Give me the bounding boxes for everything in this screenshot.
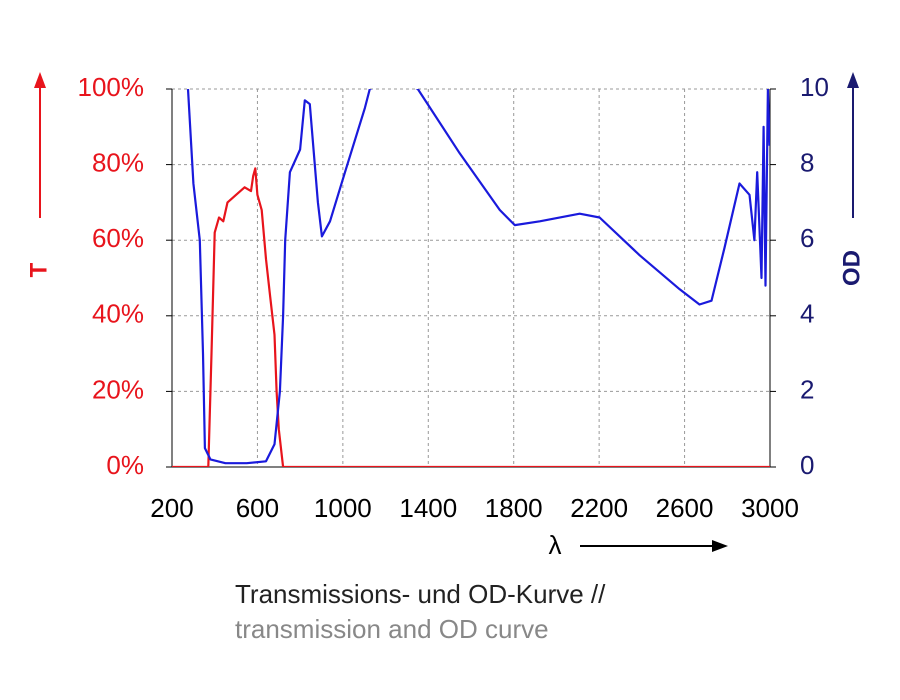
x-tick-label: 1400	[399, 493, 457, 523]
series-line	[172, 167, 770, 467]
y-tick-label: 20%	[92, 374, 144, 404]
series-line	[186, 89, 770, 465]
caption-line: transmission and OD curve	[235, 614, 549, 644]
y-tick-label: 60%	[92, 223, 144, 253]
x-tick-label: 1800	[485, 493, 543, 523]
y2-axis-label: OD	[838, 250, 865, 286]
y2-tick-label: 6	[800, 223, 814, 253]
y-tick-label: 0%	[106, 450, 144, 480]
y2-tick-label: 8	[800, 147, 814, 177]
plot-area	[172, 89, 770, 467]
y-tick-label: 100%	[78, 72, 145, 102]
y2-arrowhead	[847, 72, 859, 88]
x-tick-label: 1000	[314, 493, 372, 523]
y2-tick-label: 2	[800, 374, 814, 404]
x-tick-label: 600	[236, 493, 279, 523]
x-tick-label: 2600	[656, 493, 714, 523]
y-tick-label: 80%	[92, 147, 144, 177]
y-tick-label: 40%	[92, 299, 144, 329]
x-axis-label: λ	[549, 530, 562, 560]
caption-line: Transmissions- und OD-Kurve //	[235, 579, 606, 609]
y2-tick-label: 0	[800, 450, 814, 480]
x-tick-label: 200	[150, 493, 193, 523]
x-tick-label: 2200	[570, 493, 628, 523]
y2-tick-label: 4	[800, 299, 814, 329]
x-arrowhead	[712, 540, 728, 552]
y2-tick-label: 10	[800, 72, 829, 102]
y-axis-label: T	[25, 262, 52, 277]
x-tick-label: 3000	[741, 493, 799, 523]
y-arrowhead	[34, 72, 46, 88]
